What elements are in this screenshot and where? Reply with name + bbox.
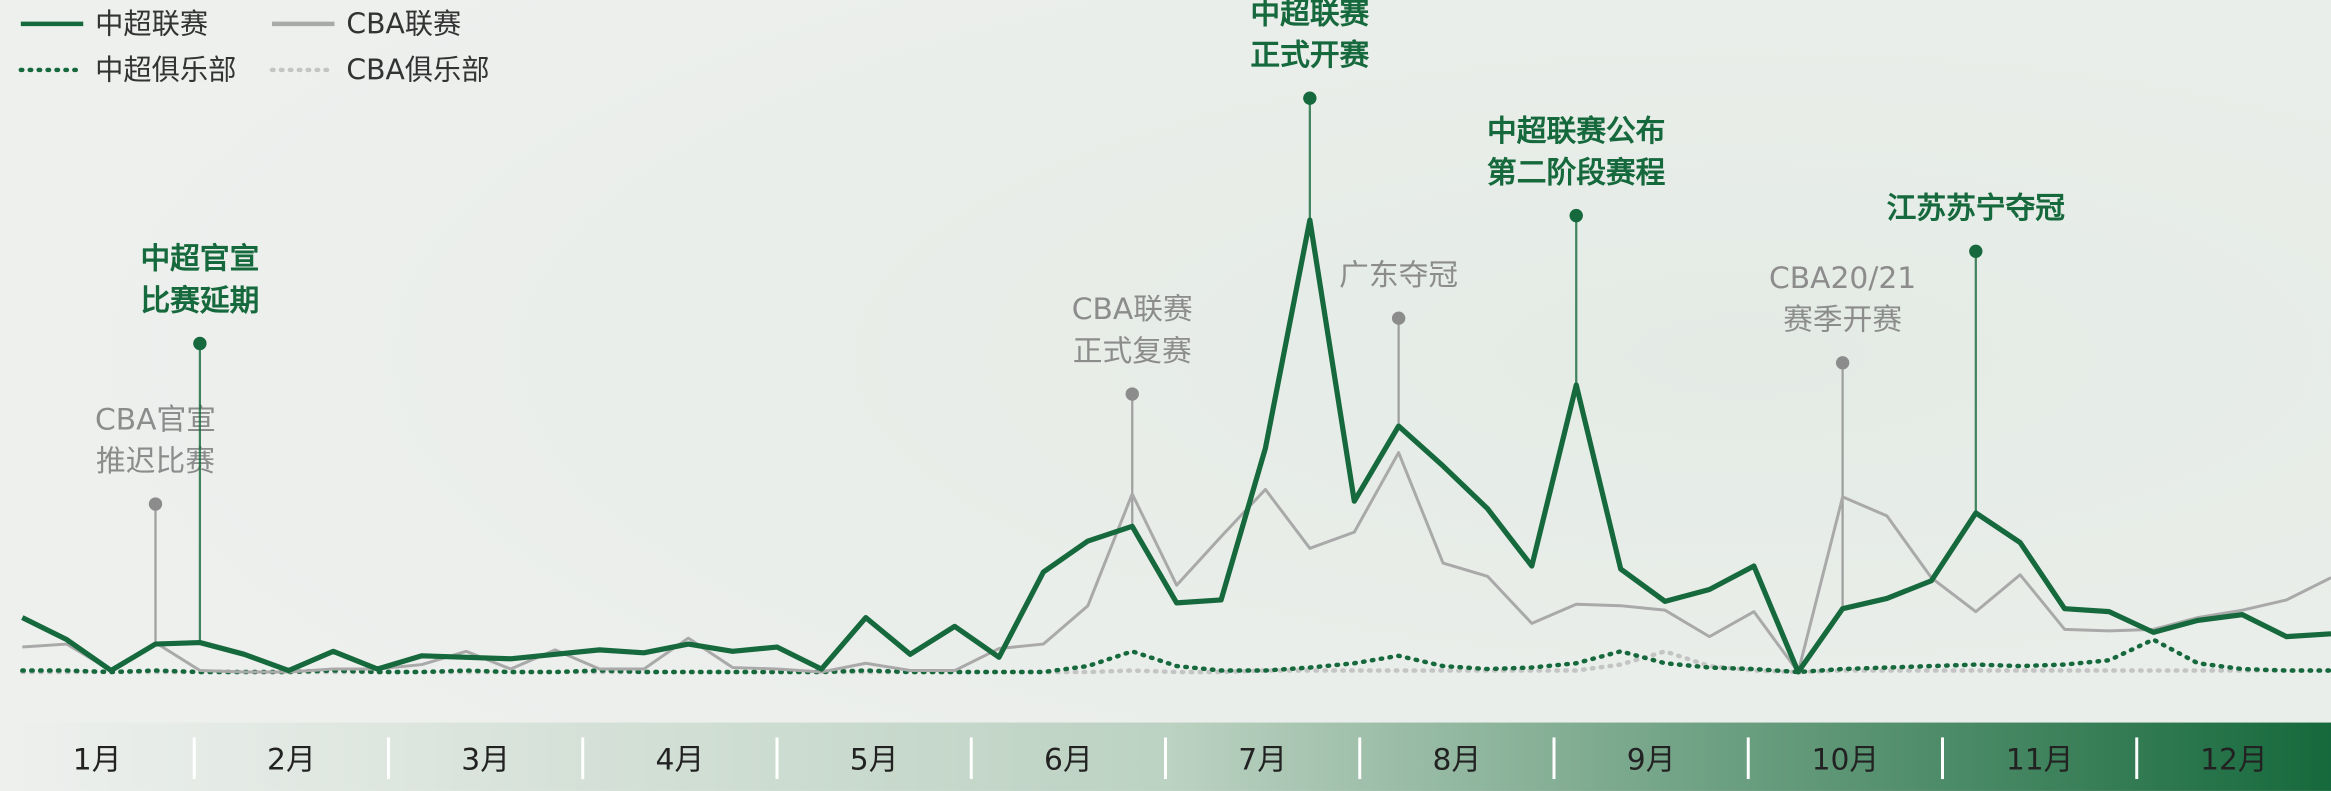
month-label: 7月 — [1238, 743, 1287, 778]
annotation-text: 广东夺冠 — [1339, 258, 1458, 293]
legend-label: 中超俱乐部 — [95, 53, 236, 86]
month-label: 4月 — [656, 743, 705, 778]
annotation-text: CBA联赛 — [1072, 292, 1193, 327]
month-label: 3月 — [461, 743, 510, 778]
annotation-dot — [1391, 311, 1406, 325]
month-label: 9月 — [1627, 743, 1676, 778]
annotation-text: CBA20/21 — [1769, 261, 1916, 296]
annotation-dot — [148, 497, 163, 511]
annotation-text: 赛季开赛 — [1783, 303, 1902, 338]
month-label: 10月 — [1812, 743, 1880, 778]
annotation-text: 推迟比赛 — [96, 444, 215, 479]
annotation-dot — [1303, 91, 1317, 105]
month-label: 11月 — [2006, 743, 2074, 778]
series-line — [20, 637, 2331, 675]
annotation-text: 江苏苏宁夺冠 — [1887, 191, 2066, 226]
annotation-text: 比赛延期 — [140, 283, 259, 318]
annotation-dot — [1125, 387, 1139, 401]
annotation-text: 正式复赛 — [1073, 334, 1192, 369]
annotation-text: 中超官宣 — [140, 242, 259, 277]
annotation-text: 中超联赛 — [1250, 0, 1369, 31]
annotation-dot — [1569, 208, 1583, 223]
series-line — [22, 451, 2331, 674]
legend-label: CBA联赛 — [346, 7, 461, 40]
annotation-text: CBA官宣 — [95, 402, 216, 437]
annotation-text: 正式开赛 — [1250, 38, 1369, 73]
legend-label: 中超联赛 — [95, 7, 208, 40]
month-label: 2月 — [267, 743, 316, 778]
month-label: 8月 — [1433, 743, 1482, 778]
month-label: 6月 — [1044, 743, 1093, 778]
month-label: 1月 — [73, 743, 122, 778]
month-label: 12月 — [2200, 743, 2268, 778]
annotation-dot — [193, 336, 207, 351]
annotation-dot — [1835, 356, 1850, 370]
legend-label: CBA俱乐部 — [346, 53, 489, 86]
series-line — [21, 217, 2331, 675]
annotation-text: 第二阶段赛程 — [1487, 155, 1666, 190]
annotation-dot — [1969, 244, 1983, 258]
annotation-text: 中超联赛公布 — [1487, 114, 1665, 149]
month-label: 5月 — [850, 743, 899, 778]
